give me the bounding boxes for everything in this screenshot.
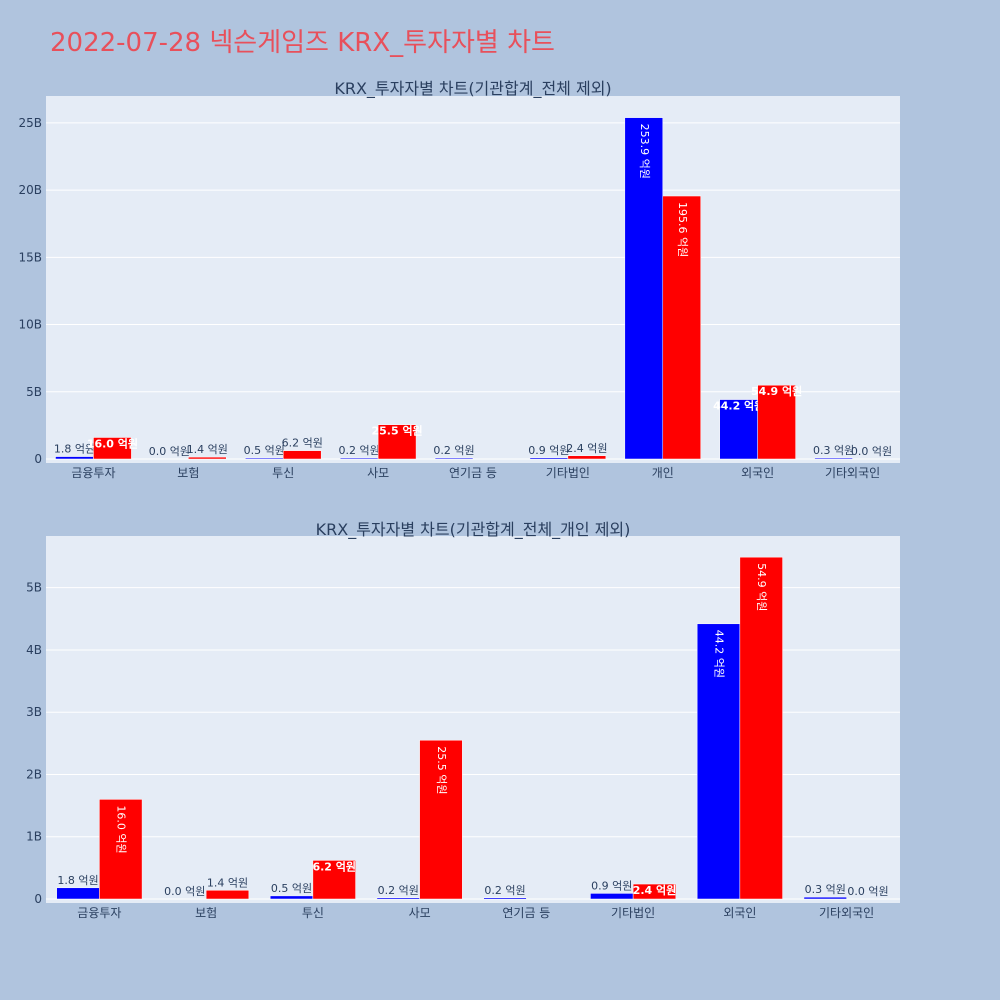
bar-data-label: 25.5 억원 <box>435 746 448 794</box>
bar-buy <box>245 457 284 460</box>
bar-data-label: 44.2 억원 <box>713 399 764 413</box>
y-tick-label: 15B <box>18 250 42 264</box>
y-tick-label: 0 <box>34 452 42 466</box>
bar-sell <box>188 456 227 460</box>
bar-buy <box>434 457 474 460</box>
bar-data-label: 0.2 억원 <box>339 444 380 457</box>
y-tick-label: 3B <box>26 705 42 719</box>
bar-data-label: 0.0 억원 <box>149 445 190 458</box>
bar-sell <box>757 384 796 460</box>
bar-data-label: 1.8 억원 <box>57 874 98 887</box>
bar-data-label: 195.6 억원 <box>676 202 689 257</box>
y-tick-label: 20B <box>18 183 42 197</box>
x-tick-label: 기타외국인 <box>819 906 874 920</box>
x-tick-label: 외국인 <box>723 906 756 920</box>
bar-sell <box>312 860 356 900</box>
y-tick-label: 5B <box>26 385 42 399</box>
y-tick-label: 1B <box>26 830 42 844</box>
bar-data-label: 0.5 억원 <box>244 444 285 457</box>
x-tick-label: 개인 <box>652 466 674 480</box>
bar-sell <box>419 739 463 900</box>
y-tick-label: 25B <box>18 116 42 130</box>
y-tick-label: 5B <box>26 581 42 595</box>
bar-data-label: 1.4 억원 <box>187 443 228 456</box>
bar-buy <box>719 399 758 460</box>
bar-data-label: 0.5 억원 <box>271 882 312 895</box>
bar-data-label: 0.9 억원 <box>528 444 569 457</box>
x-tick-label: 보험 <box>195 906 217 920</box>
bar-buy <box>590 893 634 900</box>
bar-data-label: 1.4 억원 <box>207 876 248 889</box>
x-tick-label: 기타법인 <box>546 466 590 480</box>
bar-buy <box>339 457 379 460</box>
x-tick-label: 투신 <box>272 466 294 480</box>
bar-buy <box>814 457 853 460</box>
chart-top: KRX_투자자별 차트(기관합계_전체 제외) 0 5B 10B 15B 20B 25B 금융… <box>18 79 900 480</box>
bar-sell <box>567 455 607 460</box>
bar-data-label: 6.2 억원 <box>282 437 323 450</box>
bar-data-label: 16.0 억원 <box>87 436 138 450</box>
x-tick-label: 보험 <box>177 466 199 480</box>
x-tick-label: 사모 <box>409 906 431 920</box>
y-tick-label: 4B <box>26 643 42 657</box>
chart-bottom: KRX_투자자별 차트(기관합계_전체_개인 제외) 0 1B 2B 3B 4B 5B 금융투… <box>26 520 900 920</box>
bar-sell <box>93 437 132 460</box>
bar-sell <box>377 424 417 460</box>
x-tick-label: 연기금 등 <box>449 466 497 480</box>
x-tick-label: 금융투자 <box>71 466 115 480</box>
x-tick-label: 투신 <box>302 906 324 920</box>
bar-data-label: 0.2 억원 <box>378 884 419 897</box>
bar-buy <box>696 623 741 900</box>
bar-data-label: 0.9 억원 <box>591 879 632 892</box>
chart-title: KRX_투자자별 차트(기관합계_전체_개인 제외) <box>316 520 631 540</box>
page-title: 2022-07-28 넥슨게임즈 KRX_투자자별 차트 <box>50 28 555 58</box>
bar-data-label: 2.4 억원 <box>566 442 607 455</box>
bar-data-label: 0.3 억원 <box>805 883 846 896</box>
x-tick-label: 사모 <box>367 466 389 480</box>
bar-sell <box>662 195 701 460</box>
x-tick-label: 기타법인 <box>611 906 655 920</box>
bar-sell <box>205 890 250 900</box>
x-tick-label: 외국인 <box>741 466 774 480</box>
bar-data-label: 0.2 억원 <box>433 444 474 457</box>
bar-data-label: 0.3 억원 <box>813 444 854 457</box>
bar-data-label: 25.5 억원 <box>371 424 422 438</box>
bar-buy <box>483 897 527 900</box>
bar-buy <box>269 895 314 900</box>
bar-buy <box>529 457 569 460</box>
bar-data-label: 16.0 억원 <box>115 805 128 853</box>
x-tick-label: 연기금 등 <box>502 906 550 920</box>
bar-buy <box>376 897 420 900</box>
bar-data-label: 0.0 억원 <box>851 445 892 458</box>
bar-sell <box>632 883 677 900</box>
bar-data-label: 0.0 억원 <box>164 885 205 898</box>
bar-data-label: 253.9 억원 <box>638 124 651 179</box>
bar-data-label: 0.2 억원 <box>484 884 525 897</box>
bar-sell <box>99 799 143 900</box>
y-tick-label: 2B <box>26 767 42 781</box>
bar-data-label: 44.2 억원 <box>713 630 726 678</box>
bar-data-label: 2.4 억원 <box>633 883 677 897</box>
bar-buy <box>803 896 847 900</box>
x-tick-label: 금융투자 <box>77 906 121 920</box>
bar-data-label: 54.9 억원 <box>755 563 768 611</box>
y-tick-label: 0 <box>34 892 42 906</box>
bar-data-label: 6.2 억원 <box>312 859 356 873</box>
bar-buy <box>55 456 94 460</box>
bar-sell <box>282 450 322 460</box>
bar-buy <box>56 887 100 900</box>
x-tick-label: 기타외국인 <box>825 466 880 480</box>
chart-title: KRX_투자자별 차트(기관합계_전체 제외) <box>334 79 611 99</box>
bar-data-label: 54.9 억원 <box>751 384 802 398</box>
bar-data-label: 0.0 억원 <box>847 885 888 898</box>
bar-data-label: 1.8 억원 <box>54 443 95 456</box>
bar-sell <box>739 556 783 900</box>
y-tick-label: 10B <box>18 318 42 332</box>
